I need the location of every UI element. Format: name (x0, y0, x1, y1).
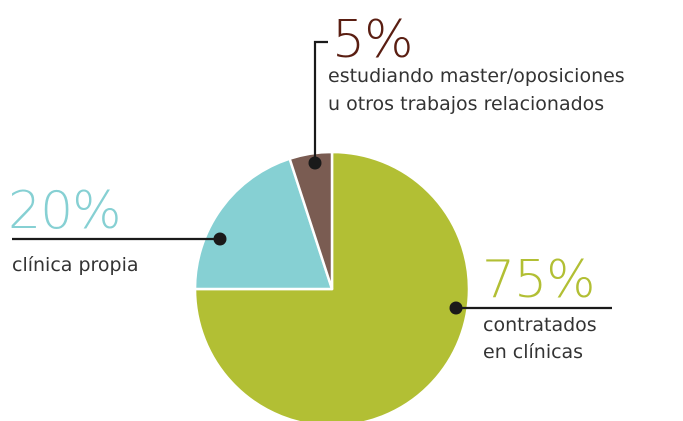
leader-dot (308, 156, 322, 170)
pie-slice (288, 150, 334, 291)
leader-dot (449, 301, 463, 315)
leader-line (313, 40, 328, 163)
pie-slice (193, 157, 334, 291)
pie-slice (193, 150, 471, 421)
leader-dot (213, 232, 227, 246)
category-label: u otros trabajos relacionados (328, 93, 604, 115)
value-label: 75% (482, 250, 595, 310)
category-label: en clínicas (483, 341, 583, 363)
category-label: contratados (483, 314, 597, 336)
value-label: 20% (8, 181, 121, 241)
category-label: estudiando master/oposiciones (328, 65, 625, 87)
category-label: clínica propia (12, 254, 139, 276)
value-label: 5% (332, 10, 413, 70)
